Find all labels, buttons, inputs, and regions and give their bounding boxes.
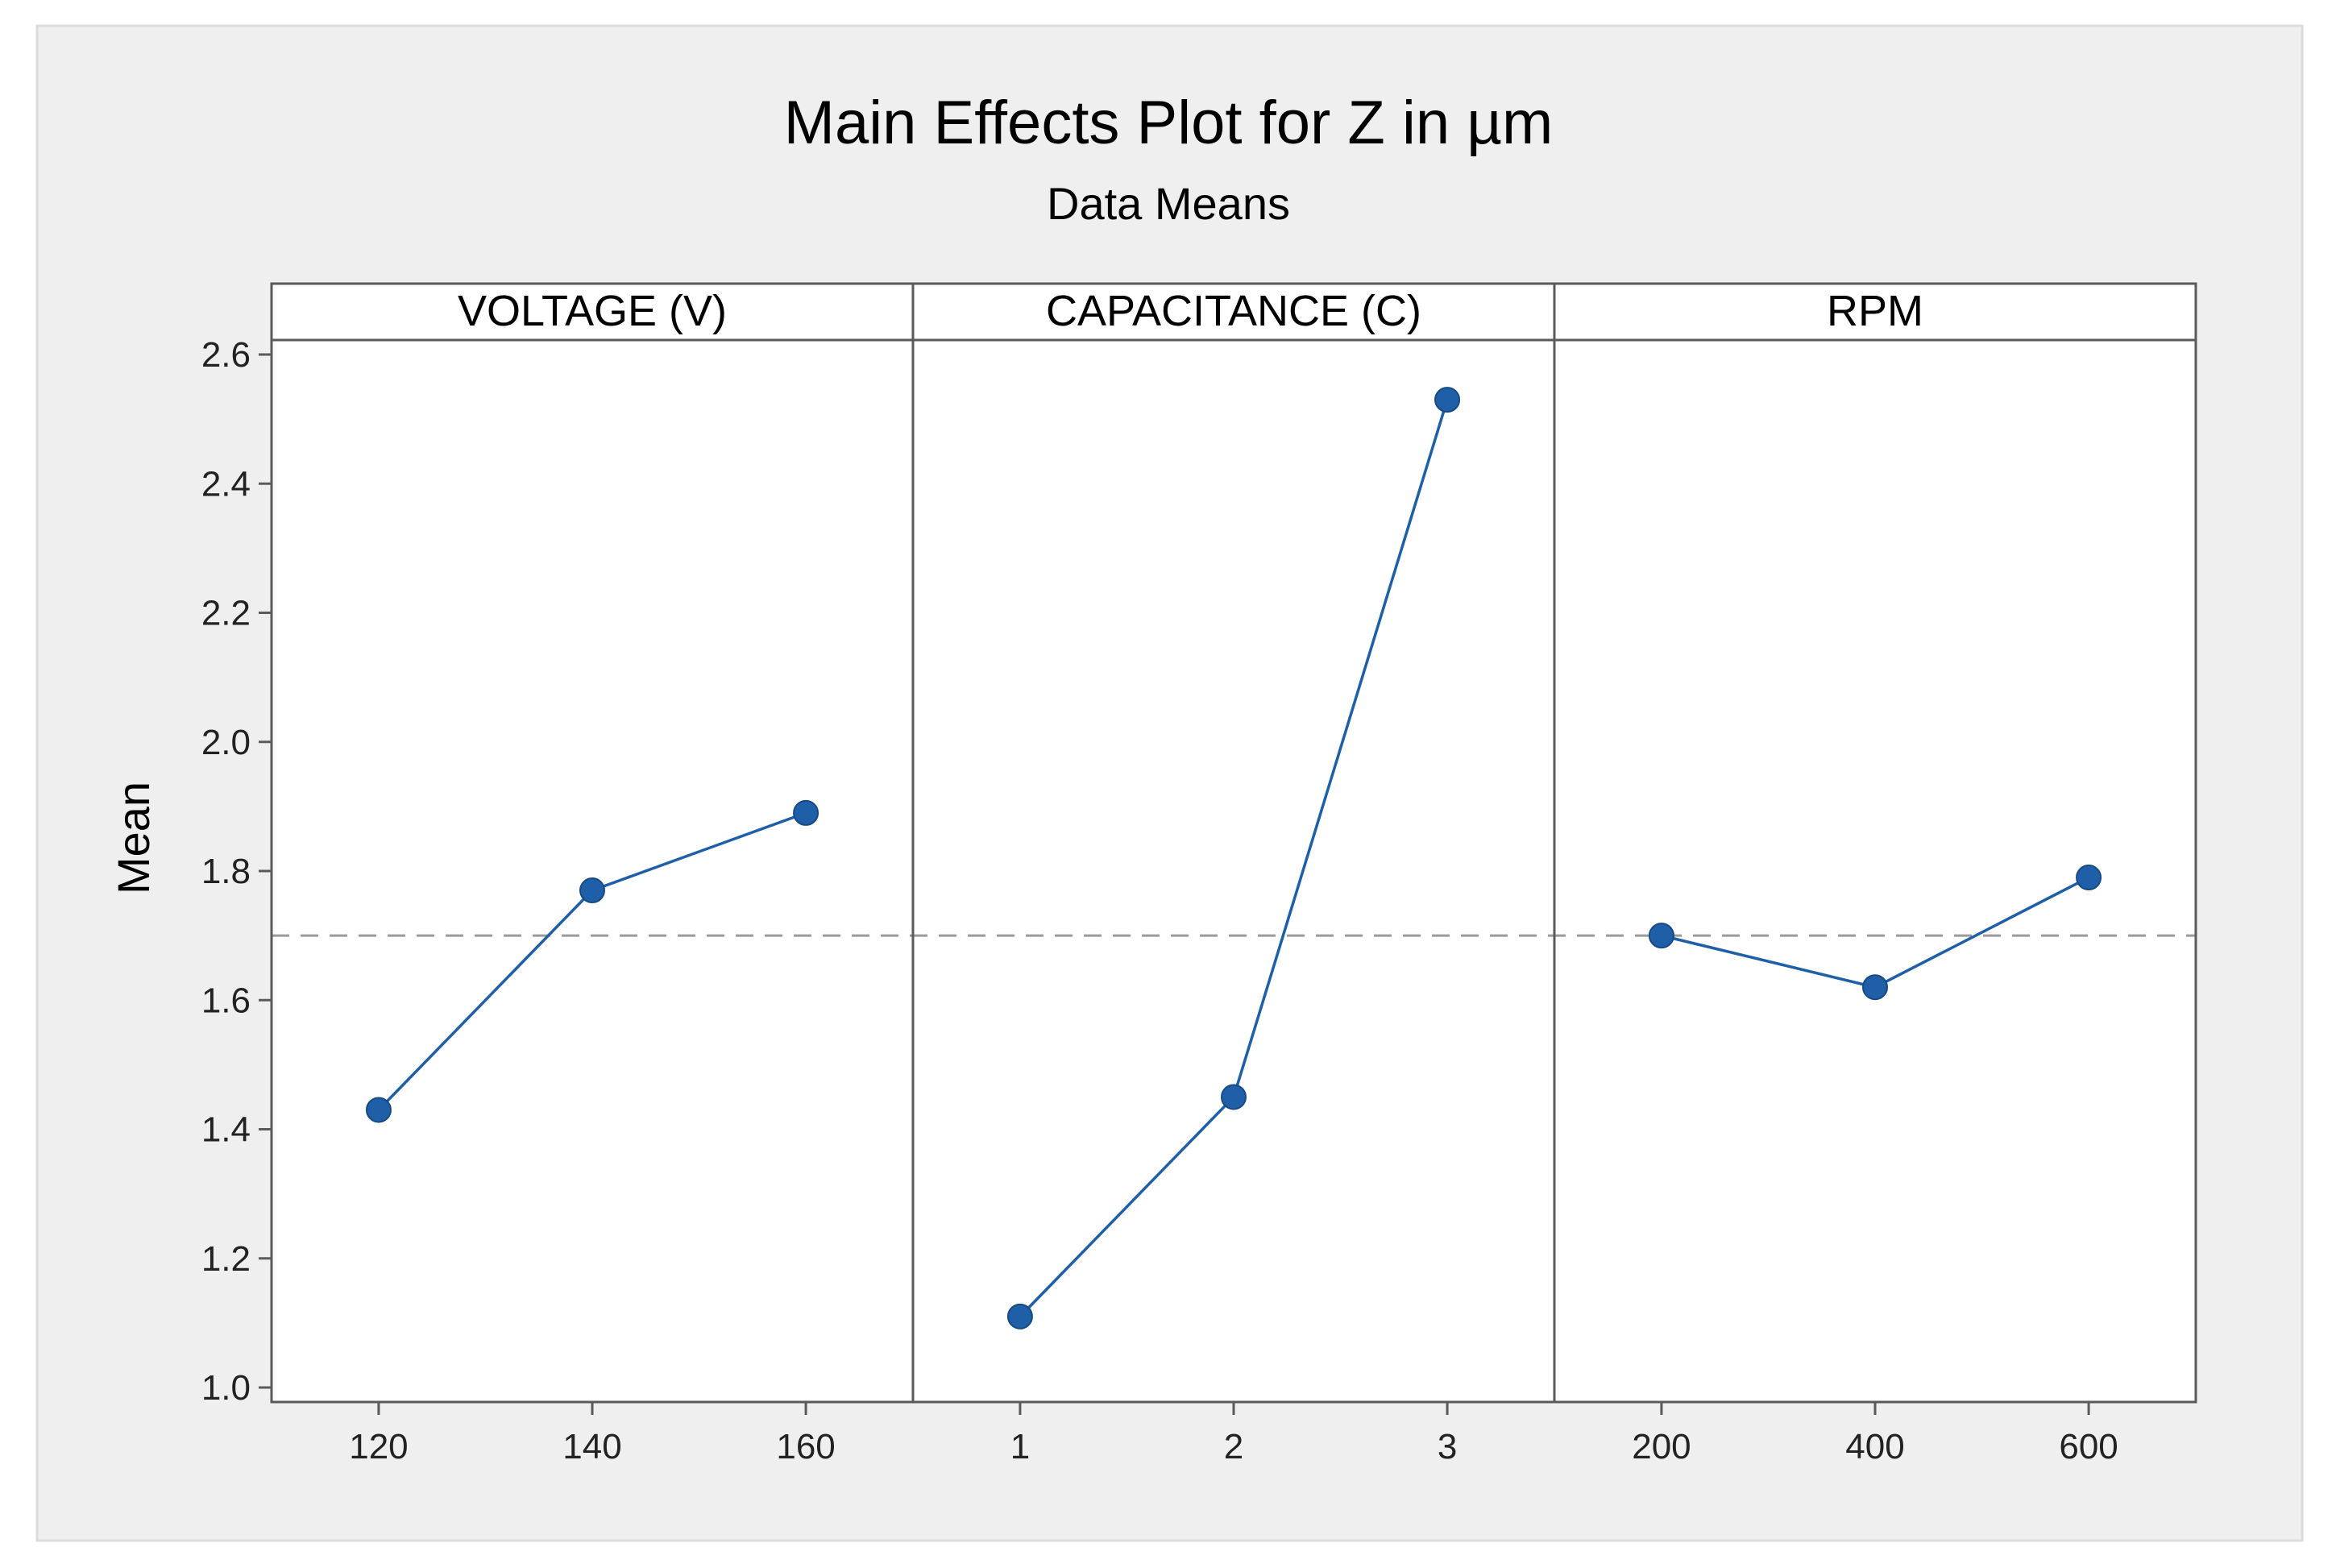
panel-background [913,284,1554,1402]
data-point [1221,1084,1247,1110]
y-tick-label: 1.4 [201,1110,251,1150]
data-point [1434,387,1461,413]
data-point [793,799,819,826]
y-tick-label: 2.6 [201,335,251,375]
panel-label: CAPACITANCE (C) [1046,287,1421,335]
y-tick-label: 1.8 [201,852,251,891]
data-point [1648,923,1674,949]
y-tick-label: 1.6 [201,981,251,1020]
panel-background [272,284,913,1402]
x-tick-label: 1 [1010,1427,1030,1466]
x-tick-label: 400 [1845,1427,1904,1466]
y-tick-label: 2.2 [201,594,251,633]
data-point [1862,974,1888,1001]
x-tick-label: 200 [1632,1427,1691,1466]
y-tick-label: 2.0 [201,723,251,762]
panel-background [1554,284,2196,1402]
x-tick-label: 3 [1438,1427,1457,1466]
data-point [1006,1303,1033,1329]
y-axis-label: Mean [108,782,159,894]
x-tick-label: 160 [776,1427,835,1466]
data-point [2076,865,2102,891]
x-tick-label: 140 [562,1427,621,1466]
y-tick-label: 2.4 [201,464,251,504]
plot-area: VOLTAGE (V) CAPACITANCE (C) RPM 1.0 1.2 1.4 1.… [201,282,2197,1466]
panel-label: RPM [1827,287,1923,335]
y-tick-label: 1.2 [201,1239,251,1279]
x-tick-label: 120 [349,1427,408,1466]
x-tick-label: 2 [1224,1427,1243,1466]
chart-title: Main Effects Plot for Z in µm [784,89,1554,157]
data-point [579,877,605,904]
panel-label: VOLTAGE (V) [458,287,727,335]
data-point [365,1097,392,1123]
x-tick-label: 600 [2059,1427,2118,1466]
chart-subtitle: Data Means [1047,178,1290,229]
y-tick-label: 1.0 [201,1368,251,1408]
